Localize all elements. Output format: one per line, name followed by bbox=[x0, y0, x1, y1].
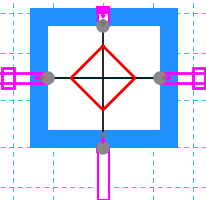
FancyArrow shape bbox=[100, 20, 105, 26]
FancyArrow shape bbox=[161, 75, 167, 80]
FancyArrow shape bbox=[165, 76, 170, 80]
Bar bbox=[96, 145, 109, 153]
Bar bbox=[97, 148, 109, 200]
FancyArrow shape bbox=[101, 138, 104, 143]
Circle shape bbox=[97, 142, 109, 154]
Bar bbox=[97, 8, 109, 26]
FancyArrow shape bbox=[101, 13, 104, 18]
Circle shape bbox=[42, 72, 54, 84]
Circle shape bbox=[97, 20, 109, 32]
Circle shape bbox=[153, 72, 165, 84]
FancyArrow shape bbox=[38, 75, 44, 80]
FancyArrow shape bbox=[100, 132, 105, 138]
Bar bbox=[2, 68, 14, 88]
Bar bbox=[30, 8, 177, 148]
Bar bbox=[48, 26, 159, 130]
FancyArrow shape bbox=[35, 76, 40, 80]
Bar bbox=[96, 6, 109, 14]
Bar bbox=[192, 68, 204, 88]
